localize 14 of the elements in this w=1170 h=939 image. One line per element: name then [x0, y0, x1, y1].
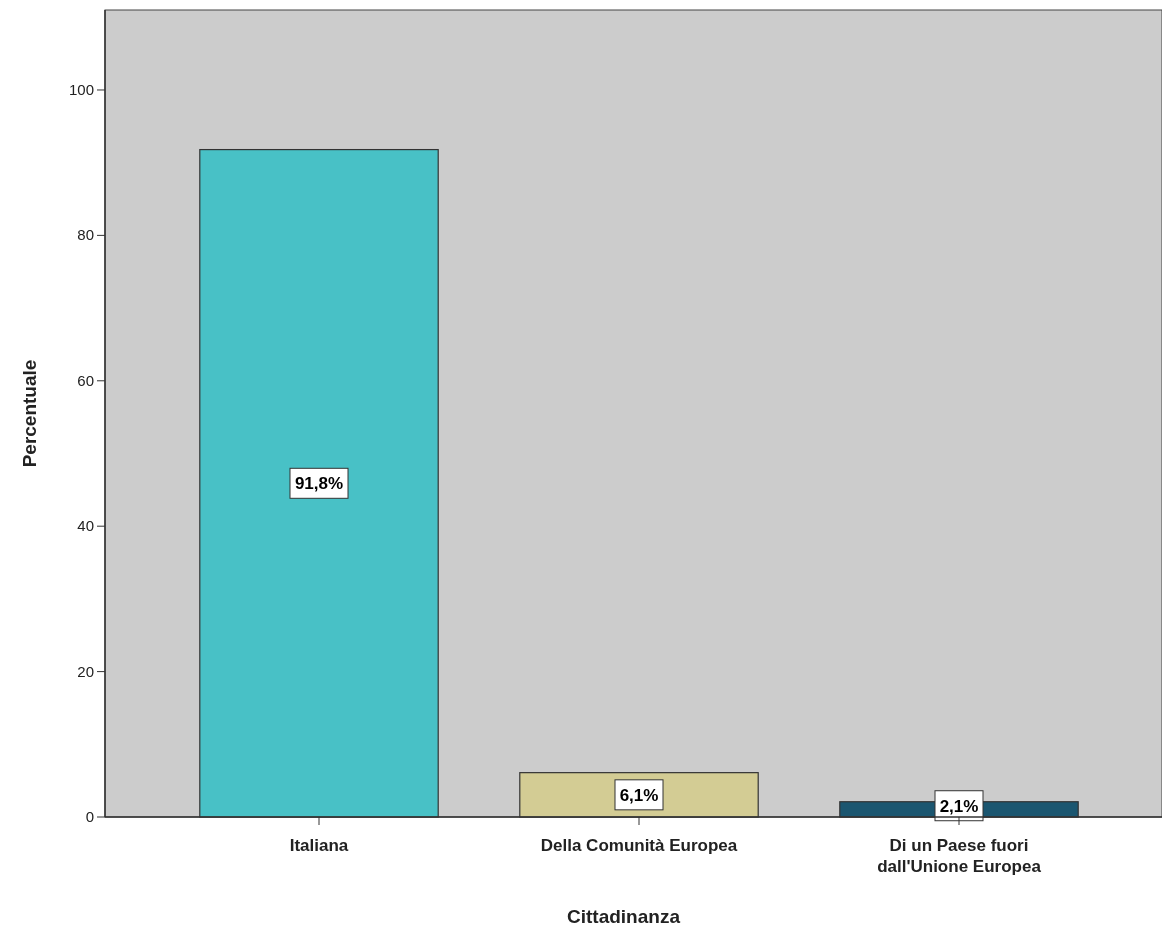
y-tick-label: 0 — [85, 808, 94, 825]
y-tick-label: 80 — [77, 226, 94, 244]
data-label: 2,1% — [939, 796, 979, 816]
y-axis-title: Percentuale — [19, 359, 40, 468]
y-tick-label: 100 — [68, 80, 94, 98]
y-tick-label: 20 — [77, 662, 94, 680]
x-tick-label: Italiana — [289, 836, 349, 855]
x-tick-label: Della Comunità Europea — [540, 836, 738, 855]
data-label: 91,8% — [294, 474, 344, 494]
x-tick-label: Di un Paese fuori dall'Unione Europea — [877, 836, 1042, 876]
y-tick-label: 60 — [77, 371, 94, 389]
y-tick-label: 40 — [77, 517, 94, 535]
data-label: 6,1% — [619, 785, 659, 805]
x-axis-title: Cittadinanza — [567, 906, 681, 927]
